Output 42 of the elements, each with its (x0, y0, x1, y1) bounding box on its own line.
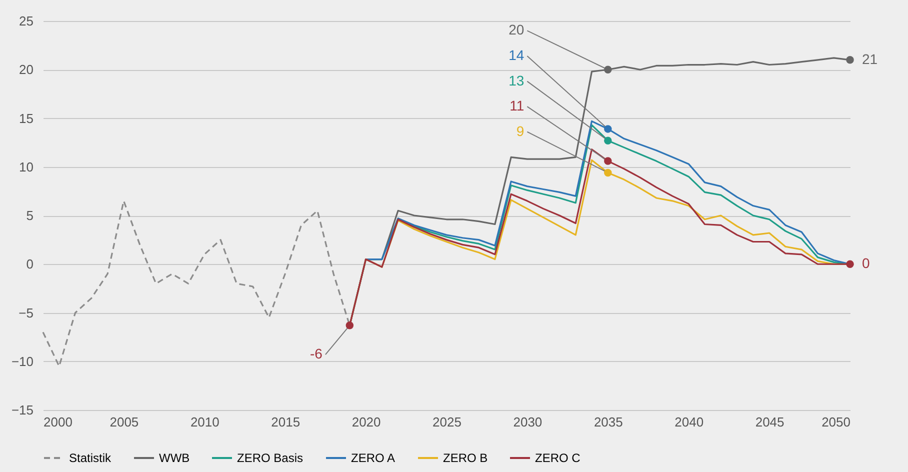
x-tick-label: 2030 (513, 414, 542, 430)
y-tick-label: −10 (11, 354, 34, 369)
y-tick-label: 15 (19, 110, 34, 126)
x-tick-label: 2000 (44, 414, 72, 430)
point (604, 136, 612, 144)
y-tick-label: 20 (19, 62, 34, 78)
legend-label: WWB (159, 451, 190, 465)
annotation: 13 (508, 72, 524, 88)
point (604, 168, 612, 177)
x-tick-label: 2050 (822, 414, 850, 430)
y-tick-label: 0 (26, 256, 34, 272)
y-tick-label: 10 (19, 159, 34, 174)
point (604, 157, 612, 165)
legend-label: ZERO Basis (237, 451, 304, 465)
y-tick-label: 25 (19, 14, 34, 28)
x-tick-label: 2040 (674, 414, 704, 430)
x-tick-label: 2035 (594, 414, 623, 430)
annotation: 11 (510, 98, 524, 114)
annotation: -6 (310, 346, 323, 362)
annotation: 21 (862, 50, 878, 67)
x-tick-label: 2010 (190, 414, 220, 430)
point (846, 260, 854, 268)
legend-label: ZERO A (351, 451, 396, 465)
point (604, 125, 612, 133)
legend-label: ZERO C (535, 451, 581, 465)
x-tick-label: 2020 (352, 414, 381, 430)
x-tick-label: 2025 (432, 414, 462, 430)
annotation: 14 (508, 47, 524, 64)
annotation: 20 (508, 22, 524, 38)
point (346, 322, 354, 330)
point (846, 56, 854, 64)
x-tick-label: 2005 (110, 414, 139, 430)
x-tick-label: 2045 (755, 414, 784, 430)
point (604, 66, 612, 74)
annotation: 0 (862, 255, 870, 272)
legend-label: Statistik (69, 451, 112, 465)
x-tick-label: 2015 (271, 414, 300, 430)
annotation: 9 (516, 122, 524, 139)
y-tick-label: −5 (18, 305, 34, 320)
legend-label: ZERO B (443, 451, 488, 465)
y-tick-label: 5 (26, 208, 34, 223)
y-tick-label: −15 (11, 402, 34, 418)
